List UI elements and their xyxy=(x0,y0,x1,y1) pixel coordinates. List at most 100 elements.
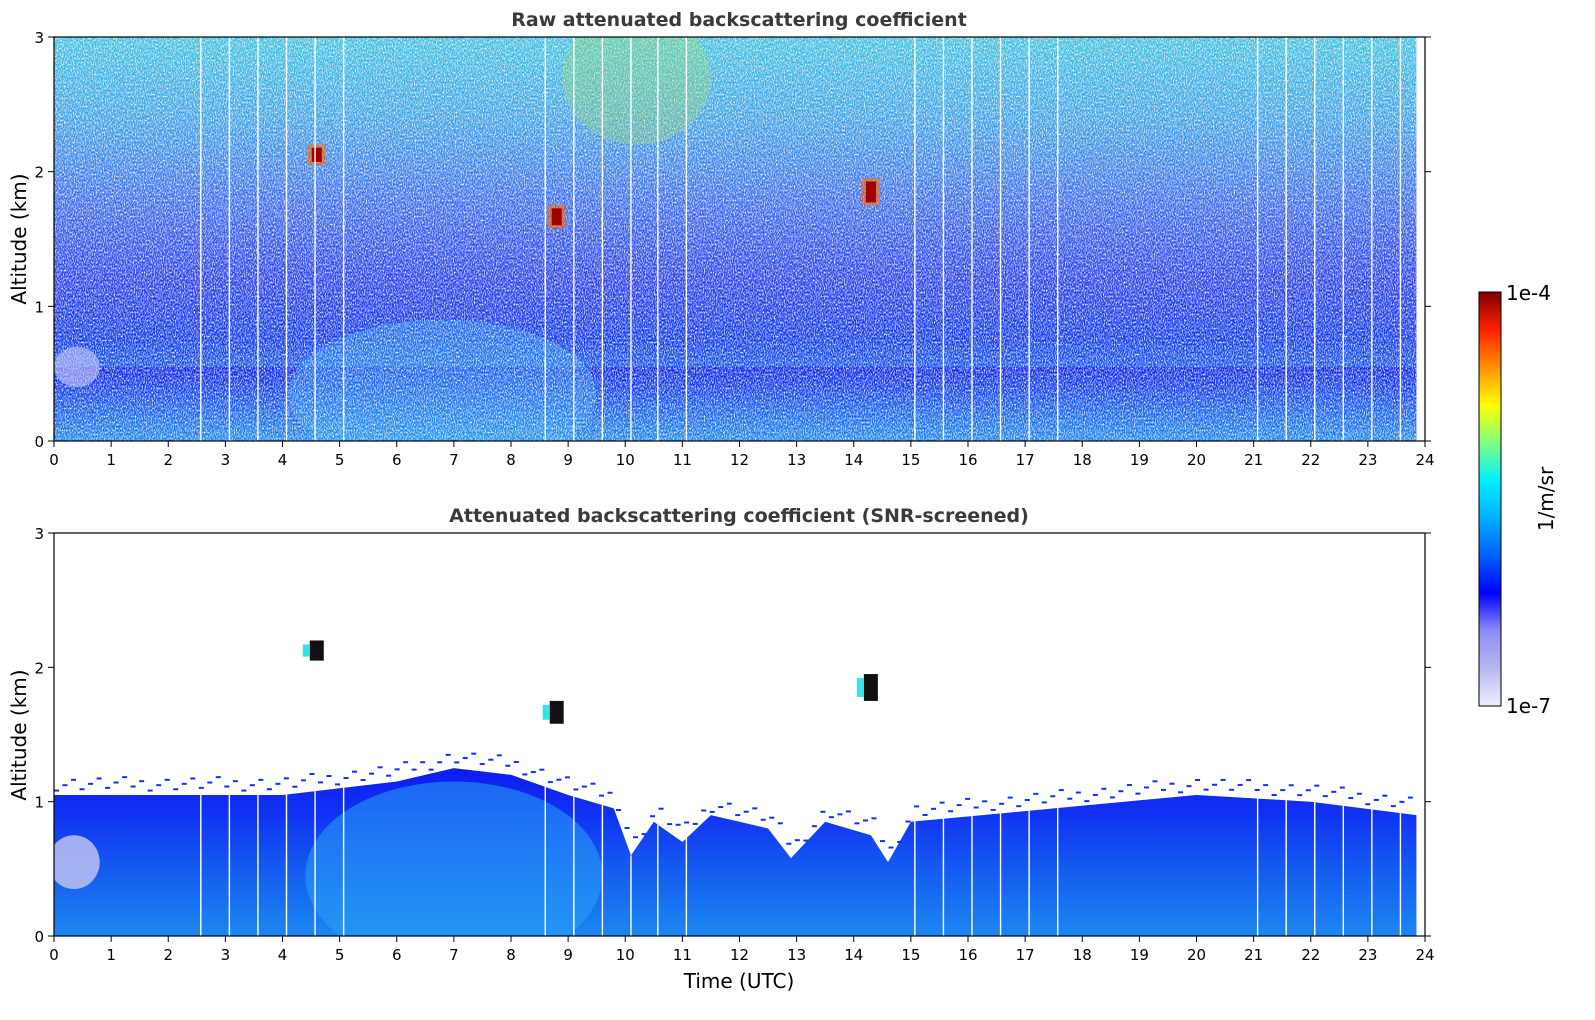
x-tick-label: 22 xyxy=(1301,451,1320,469)
screened-edge-speckle xyxy=(130,785,136,788)
x-tick-label: 11 xyxy=(673,451,692,469)
screened-edge-speckle xyxy=(1135,792,1141,795)
screened-edge-speckle xyxy=(496,754,502,757)
screened-edge-speckle xyxy=(198,786,204,789)
x-tick-label: 13 xyxy=(787,451,806,469)
screened-edge-speckle xyxy=(147,789,153,792)
screened-edge-speckle xyxy=(743,810,749,813)
screened-edge-speckle xyxy=(633,836,639,839)
x-tick-label: 14 xyxy=(844,451,863,469)
screened-edge-speckle xyxy=(1041,801,1047,804)
screened-edge-speckle xyxy=(914,805,920,808)
x-tick-label: 5 xyxy=(335,451,345,469)
screened-edge-speckle xyxy=(769,816,775,819)
screened-edge-speckle xyxy=(445,753,451,756)
raw-low-signal-patch xyxy=(54,346,100,388)
screened-edge-speckle xyxy=(820,810,826,813)
x-tick-label: 23 xyxy=(1358,451,1377,469)
y-tick-label: 2 xyxy=(34,659,44,677)
screened-edge-speckle xyxy=(982,800,988,803)
screened-edge-speckle xyxy=(122,776,128,779)
screened-edge-speckle xyxy=(939,801,945,804)
screened-edge-speckle xyxy=(522,773,528,776)
screened-edge-speckle xyxy=(62,784,68,787)
screened-edge-speckle xyxy=(760,818,766,821)
screened-edge-speckle xyxy=(232,780,238,783)
colorbar-min-label: 1e-7 xyxy=(1506,694,1551,718)
x-tick-label: 5 xyxy=(335,946,345,964)
y-tick-label: 0 xyxy=(34,928,44,946)
screened-edge-speckle xyxy=(811,825,817,828)
screened-edge-speckle xyxy=(897,840,903,843)
screened-edge-speckle xyxy=(1143,786,1149,789)
screened-edge-speckle xyxy=(1024,799,1030,802)
screened-edge-speckle xyxy=(854,822,860,825)
screened-edge-speckle xyxy=(922,814,928,817)
screened-edge-speckle xyxy=(1237,783,1243,786)
screened-edge-speckle xyxy=(1305,789,1311,792)
screened-edge-speckle xyxy=(530,771,536,774)
screened-edge-speckle xyxy=(658,807,664,810)
screened-edge-speckle xyxy=(317,781,323,784)
screened-edge-speckle xyxy=(794,839,800,842)
screened-edge-speckle xyxy=(113,781,119,784)
screened-edge-speckle xyxy=(224,785,230,788)
screened-aerosol-plume xyxy=(305,781,603,936)
x-tick-label: 23 xyxy=(1358,946,1377,964)
screened-edge-speckle xyxy=(1220,778,1226,781)
x-tick-label: 18 xyxy=(1073,451,1092,469)
x-tick-label: 2 xyxy=(163,451,173,469)
screened-panel: Attenuated backscattering coefficient (S… xyxy=(7,505,1435,993)
x-tick-label: 15 xyxy=(901,946,920,964)
screened-edge-speckle xyxy=(488,758,494,761)
screened-edge-speckle xyxy=(726,802,732,805)
screened-edge-speckle xyxy=(701,809,707,812)
screened-edge-speckle xyxy=(1007,796,1013,799)
x-tick-label: 12 xyxy=(730,451,749,469)
x-tick-label: 19 xyxy=(1130,451,1149,469)
x-tick-label: 0 xyxy=(49,451,59,469)
screened-edge-speckle xyxy=(905,820,911,823)
screened-edge-speckle xyxy=(1169,782,1175,785)
screened-edge-speckle xyxy=(862,819,868,822)
screened-edge-speckle xyxy=(616,808,622,811)
y-tick-label: 3 xyxy=(34,29,44,47)
y-tick-label: 1 xyxy=(34,298,44,316)
colorbar: 1e-4 1e-7 1/m/sr xyxy=(1478,281,1558,718)
x-tick-label: 8 xyxy=(506,946,516,964)
colorbar-scale xyxy=(1478,291,1502,707)
x-tick-label: 12 xyxy=(730,946,749,964)
screened-edge-speckle xyxy=(360,779,366,782)
screened-edge-speckle xyxy=(300,779,306,782)
screened-edge-speckle xyxy=(786,842,792,845)
screened-edge-speckle xyxy=(735,814,741,817)
screened-edge-speckle xyxy=(454,761,460,764)
screened-edge-speckle xyxy=(1339,786,1345,789)
screened-edge-speckle xyxy=(598,794,604,797)
x-tick-label: 16 xyxy=(958,451,977,469)
raw-cloud xyxy=(551,208,562,226)
screened-edge-speckle xyxy=(352,770,358,773)
screened-panel-title: Attenuated backscattering coefficient (S… xyxy=(449,505,1029,527)
screened-edge-speckle xyxy=(675,823,681,826)
screened-edge-speckle xyxy=(888,846,894,849)
screened-edge-speckle xyxy=(283,777,289,780)
screened-edge-speckle xyxy=(1160,788,1166,791)
screened-edge-speckle xyxy=(999,802,1005,805)
x-tick-label: 18 xyxy=(1073,946,1092,964)
screened-edge-speckle xyxy=(403,761,409,764)
screened-edge-speckle xyxy=(1322,795,1328,798)
x-axis-label: Time (UTC) xyxy=(683,969,795,993)
x-tick-label: 1 xyxy=(106,946,116,964)
screened-edge-speckle xyxy=(420,761,426,764)
screened-edge-speckle xyxy=(641,833,647,836)
raw-heatmap xyxy=(54,37,1417,441)
screened-edge-speckle xyxy=(1407,796,1413,799)
y-tick-label: 1 xyxy=(34,794,44,812)
screened-edge-speckle xyxy=(1186,785,1192,788)
screened-edge-speckle xyxy=(956,804,962,807)
screened-edge-speckle xyxy=(275,782,281,785)
x-tick-label: 8 xyxy=(506,451,516,469)
x-tick-label: 4 xyxy=(278,451,288,469)
